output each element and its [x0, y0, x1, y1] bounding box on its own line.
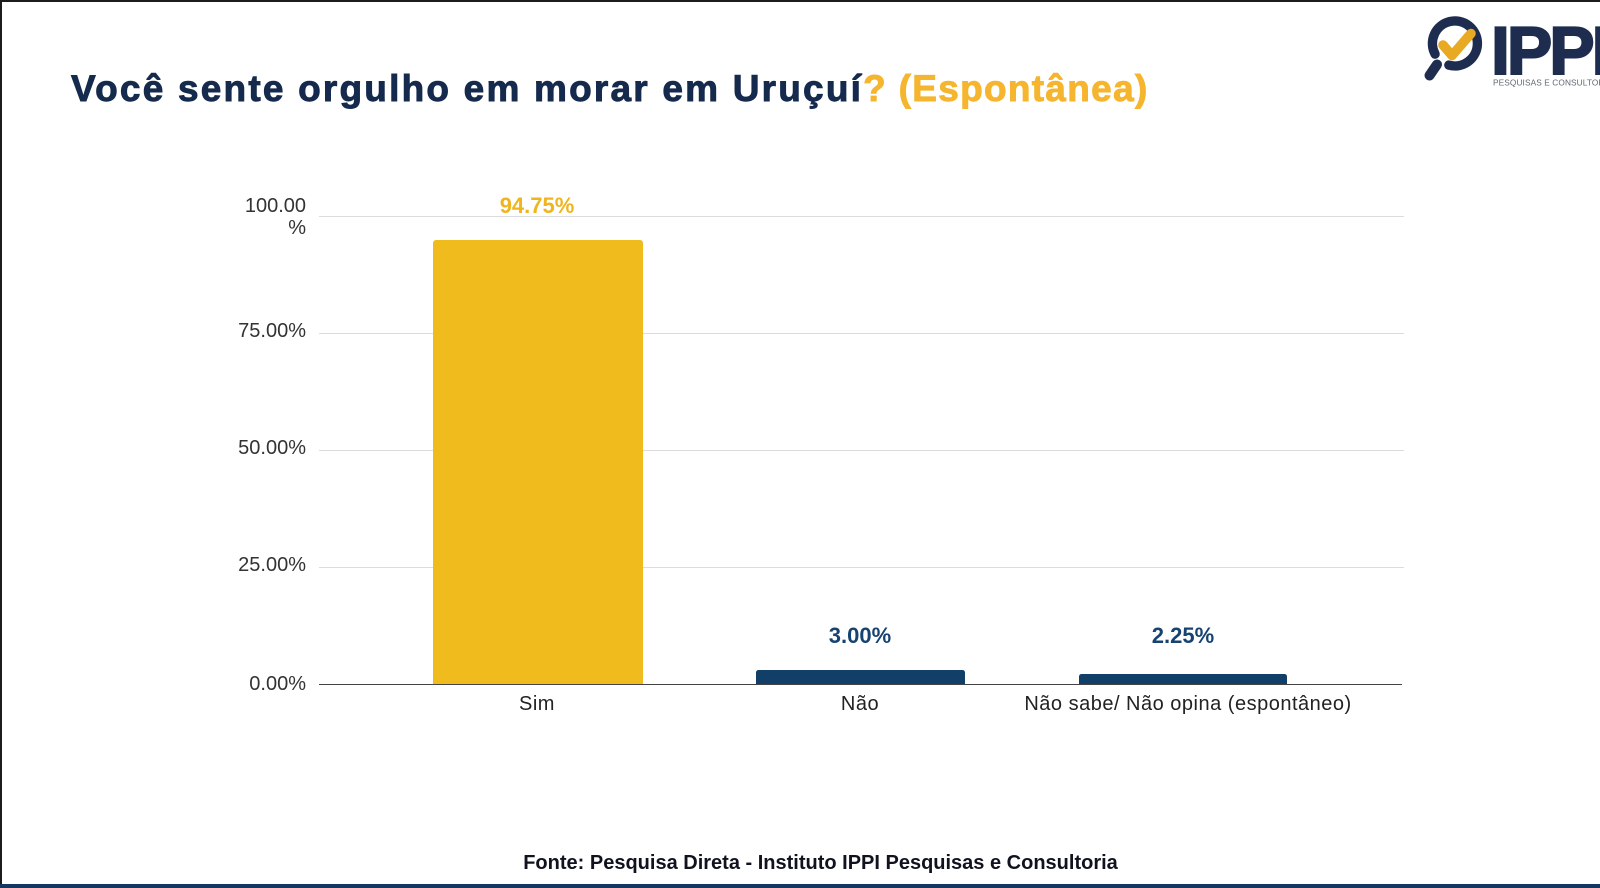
svg-text:PESQUISAS E CONSULTORIA: PESQUISAS E CONSULTORIA	[1493, 77, 1600, 87]
svg-text:IPPI: IPPI	[1491, 13, 1600, 89]
